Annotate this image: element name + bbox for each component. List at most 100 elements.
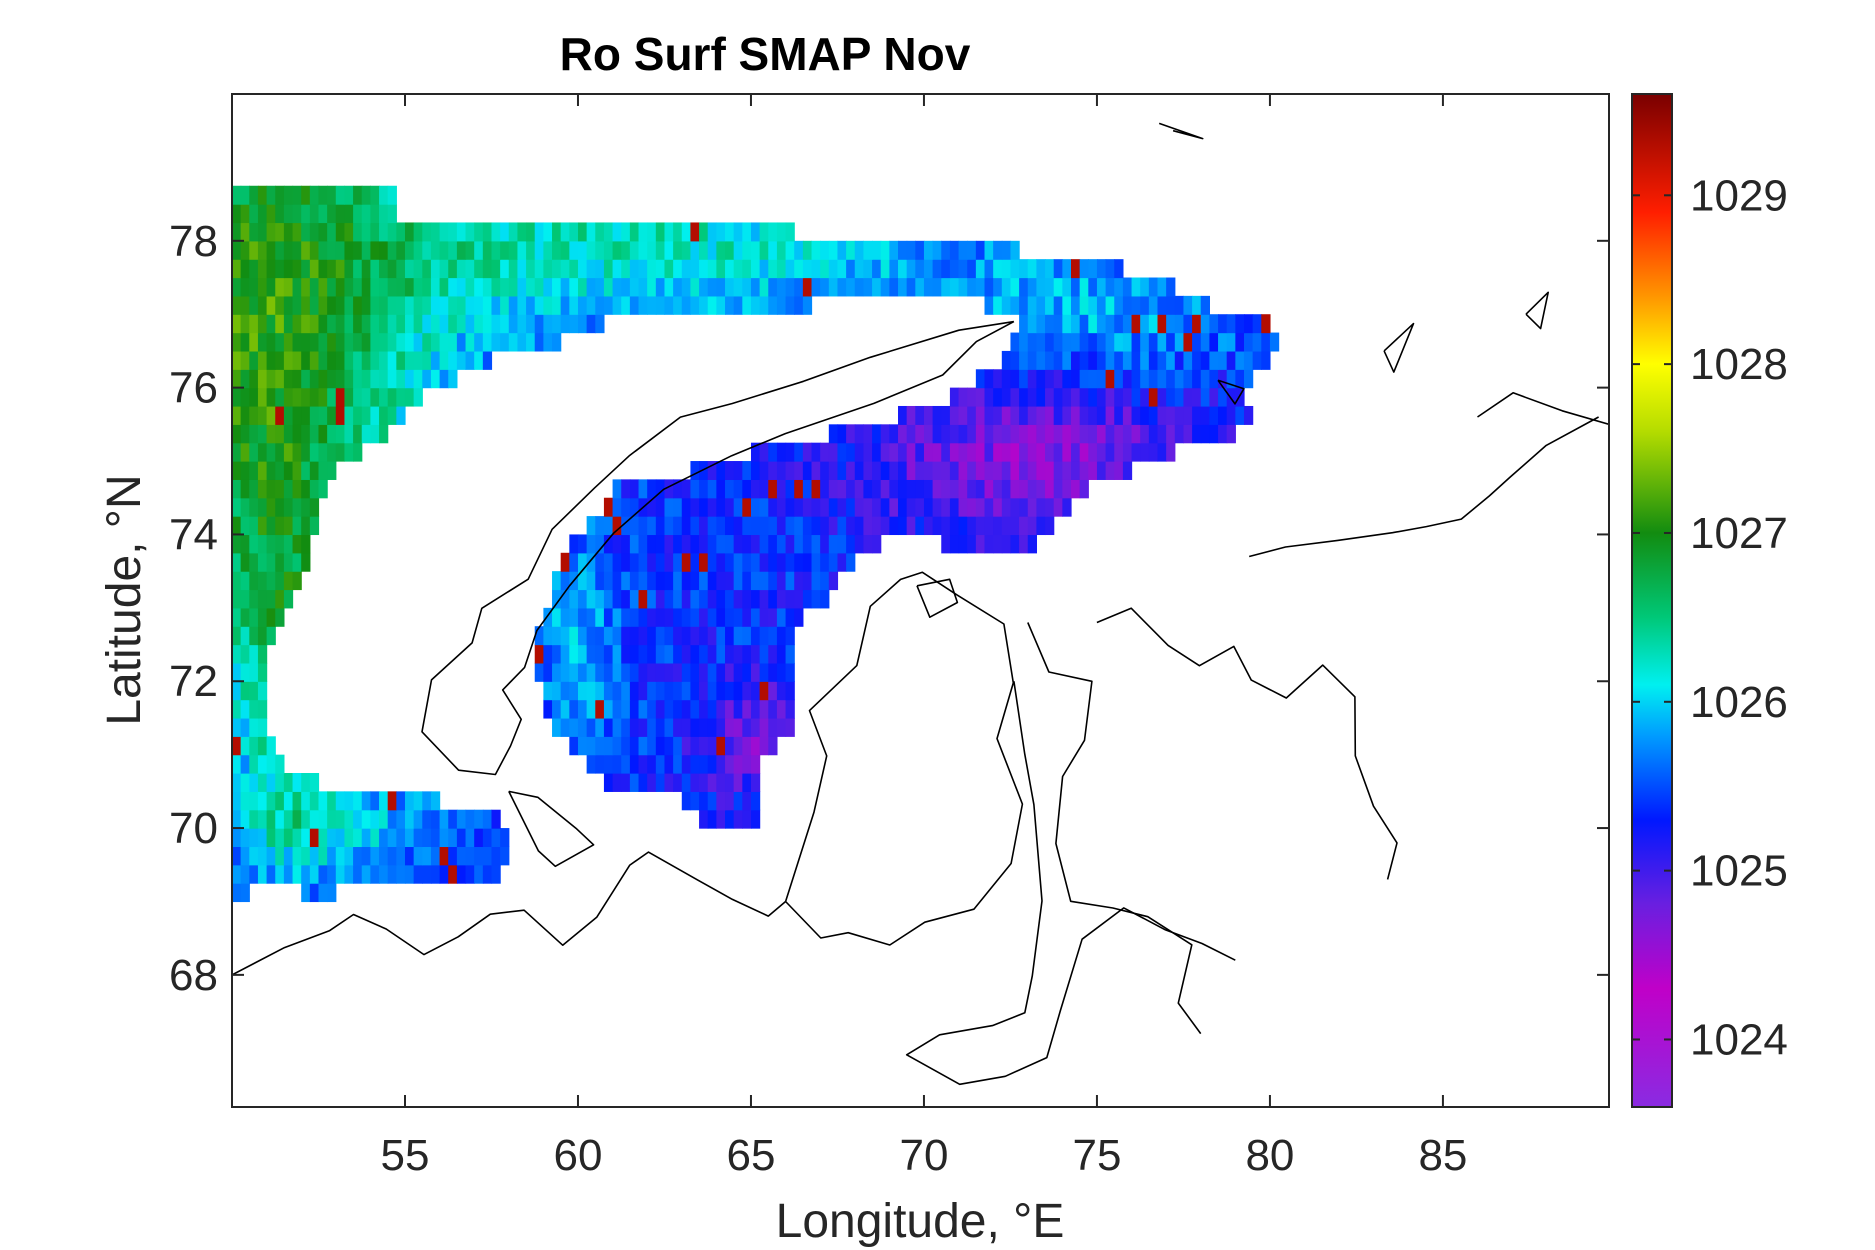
data-cell — [569, 240, 579, 260]
data-cell — [699, 222, 709, 242]
data-cell — [707, 644, 717, 664]
data-cell — [344, 828, 354, 848]
data-cell — [664, 240, 674, 260]
data-cell — [898, 497, 908, 517]
data-cell — [1200, 369, 1210, 389]
data-cell — [681, 717, 692, 737]
data-cell — [1105, 277, 1115, 297]
data-cell — [690, 626, 700, 646]
data-cell — [768, 589, 778, 609]
data-cell — [318, 295, 328, 315]
data-cell — [361, 791, 371, 811]
data-cell — [733, 516, 743, 536]
data-cell — [967, 479, 977, 499]
data-cell — [958, 461, 968, 480]
data-cell — [750, 626, 761, 646]
data-cell — [249, 773, 259, 792]
data-cell — [1010, 387, 1020, 407]
data-cell — [802, 240, 813, 260]
data-cell — [854, 240, 865, 260]
data-cell — [984, 277, 994, 297]
data-cell — [707, 662, 717, 682]
data-cell — [1001, 350, 1012, 370]
data-cell — [275, 369, 285, 389]
data-cell — [733, 240, 743, 260]
data-cell — [404, 259, 415, 279]
data-cell — [975, 424, 986, 444]
data-cell — [309, 369, 320, 389]
data-cell — [482, 277, 493, 297]
data-cell — [240, 773, 250, 792]
data-cell — [716, 809, 726, 829]
data-cell — [1200, 387, 1210, 407]
data-cell — [335, 809, 346, 829]
data-cell — [257, 626, 268, 646]
data-cell — [569, 681, 579, 701]
data-cell — [664, 516, 674, 536]
data-cell — [603, 259, 614, 279]
data-cell — [309, 442, 320, 462]
data-cell — [232, 350, 242, 370]
data-cell — [292, 516, 302, 536]
data-cell — [733, 295, 743, 315]
data-cell — [353, 350, 363, 370]
data-cell — [984, 479, 994, 499]
y-tick-label: 72 — [169, 657, 218, 706]
data-cell — [863, 534, 873, 554]
data-cell — [232, 259, 242, 279]
data-cell — [958, 442, 968, 462]
colorbar-tick-label: 1027 — [1690, 509, 1788, 558]
data-cell — [240, 828, 250, 848]
data-cell — [1114, 387, 1124, 407]
data-cell — [491, 240, 501, 260]
data-cell — [1131, 424, 1141, 444]
data-cell — [699, 699, 709, 719]
data-cell — [456, 846, 467, 866]
data-cell — [1131, 442, 1141, 462]
data-cell — [275, 295, 285, 315]
data-cell — [967, 424, 977, 444]
colorbar-tick-label: 1026 — [1690, 678, 1788, 727]
data-cell — [1140, 369, 1150, 389]
data-cell — [404, 809, 415, 829]
data-cell — [353, 864, 363, 884]
data-cell — [915, 516, 925, 536]
data-cell — [275, 809, 285, 829]
data-cell — [707, 240, 717, 260]
data-cell — [1252, 332, 1262, 352]
data-cell — [404, 846, 415, 866]
data-cell — [768, 717, 778, 737]
data-cell — [681, 277, 692, 297]
data-cell — [1096, 405, 1107, 425]
data-cell — [975, 497, 986, 517]
data-cell — [361, 314, 371, 334]
data-cell — [647, 754, 657, 774]
data-cell — [552, 295, 562, 315]
data-cell — [474, 222, 484, 242]
data-cell — [1079, 295, 1089, 315]
data-cell — [742, 497, 752, 517]
data-cell — [379, 369, 389, 389]
data-cell — [249, 350, 259, 370]
data-cell — [491, 259, 501, 279]
data-cell — [1027, 461, 1038, 480]
data-cell — [1001, 442, 1012, 462]
data-cell — [621, 497, 631, 517]
data-cell — [673, 626, 683, 646]
data-cell — [526, 240, 536, 260]
data-cell — [301, 222, 311, 242]
data-cell — [1096, 387, 1107, 407]
data-cell — [1027, 295, 1038, 315]
data-cell — [249, 479, 259, 499]
data-cell — [984, 424, 994, 444]
data-cell — [621, 589, 631, 609]
data-cell — [699, 607, 709, 627]
data-cell — [1148, 405, 1159, 425]
data-cell — [603, 773, 614, 792]
data-cell — [387, 809, 397, 829]
data-cell — [1192, 405, 1202, 425]
data-cell — [1114, 295, 1124, 315]
data-cell — [750, 754, 761, 774]
data-cell — [750, 773, 761, 792]
data-cell — [335, 350, 346, 370]
